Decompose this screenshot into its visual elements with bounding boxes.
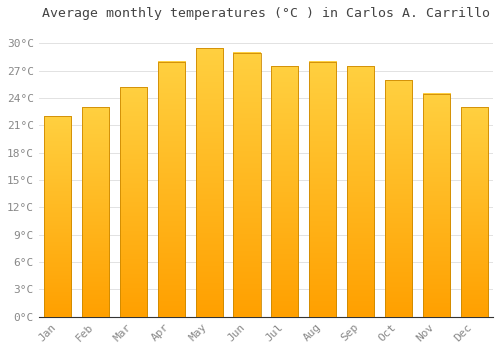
Bar — [309, 62, 336, 317]
Bar — [309, 62, 336, 317]
Bar — [158, 62, 185, 317]
Bar — [385, 80, 412, 317]
Bar — [158, 62, 185, 317]
Bar — [271, 66, 298, 317]
Bar — [82, 107, 109, 317]
Bar — [234, 52, 260, 317]
Bar — [422, 93, 450, 317]
Bar — [196, 48, 223, 317]
Bar — [347, 66, 374, 317]
Bar — [347, 66, 374, 317]
Bar — [120, 87, 147, 317]
Bar — [44, 117, 72, 317]
Bar — [82, 107, 109, 317]
Bar — [271, 66, 298, 317]
Bar — [460, 107, 488, 317]
Bar — [44, 117, 72, 317]
Bar — [422, 93, 450, 317]
Title: Average monthly temperatures (°C ) in Carlos A. Carrillo: Average monthly temperatures (°C ) in Ca… — [42, 7, 490, 20]
Bar — [385, 80, 412, 317]
Bar — [234, 52, 260, 317]
Bar — [460, 107, 488, 317]
Bar — [196, 48, 223, 317]
Bar — [120, 87, 147, 317]
